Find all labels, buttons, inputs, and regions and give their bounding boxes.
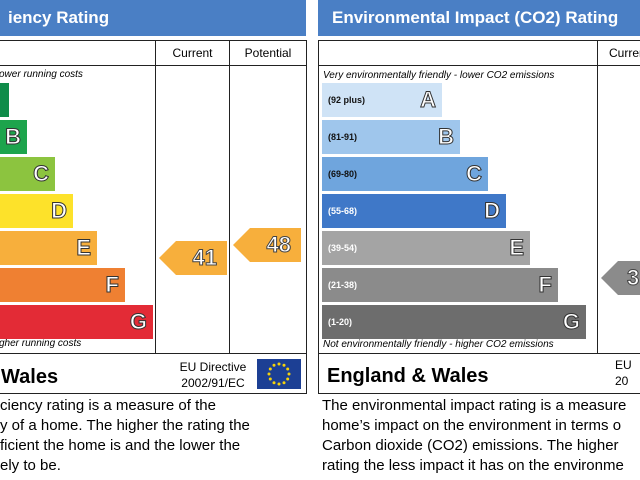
energy-potential-header: Potential xyxy=(244,46,292,60)
environment-current-arrow: 3 xyxy=(601,261,640,295)
environment-bar-a: (92 plus) A xyxy=(322,83,442,117)
energy-bar-b: B xyxy=(0,120,27,154)
environment-bar-b: (81-91) B xyxy=(322,120,460,154)
energy-current-arrow: 41 xyxy=(159,241,227,275)
energy-panel: iency Rating Current Potential ower runn… xyxy=(0,0,310,480)
environment-description: The environmental impact rating is a mea… xyxy=(322,397,627,474)
energy-bar-a xyxy=(0,83,9,117)
environment-bar-c: (69-80) C xyxy=(322,157,488,191)
environment-bottom-note: Not environmentally friendly - higher CO… xyxy=(323,339,554,350)
environment-bar-e: (39-54) E xyxy=(322,231,530,265)
energy-eu-directive: EU Directive 2002/91/EC xyxy=(179,360,247,390)
environment-top-note: Very environmentally friendly - lower CO… xyxy=(323,70,555,81)
environment-bar-g: (1-20) G xyxy=(322,305,586,339)
energy-bar-d: D xyxy=(0,194,73,228)
environment-chart-frame: Current Very environmentally friendly - … xyxy=(318,40,640,394)
energy-current-value: 41 xyxy=(192,245,218,271)
energy-description: ciency rating is a measure of the y of a… xyxy=(0,397,250,474)
energy-bar-e: E xyxy=(0,231,97,265)
energy-bar-c: C xyxy=(0,157,55,191)
energy-bar-g: G xyxy=(0,305,153,339)
environment-footer-region: England & Wales xyxy=(327,365,489,387)
energy-current-header: Current xyxy=(172,46,213,60)
energy-bar-f: F xyxy=(0,268,125,302)
energy-footer-region: Wales xyxy=(1,366,59,388)
energy-bottom-note: gher running costs xyxy=(0,338,82,349)
environment-title: Environmental Impact (CO2) Rating xyxy=(318,0,640,36)
environment-panel: Environmental Impact (CO2) Rating Curren… xyxy=(318,0,640,480)
environment-bar-f: (21-38) F xyxy=(322,268,558,302)
environment-bar-d: (55-68) D xyxy=(322,194,506,228)
eu-flag-icon xyxy=(257,359,301,389)
energy-title: iency Rating xyxy=(0,0,306,36)
environment-eu-directive: EU 20 xyxy=(615,358,632,388)
energy-potential-arrow: 48 xyxy=(233,228,301,262)
energy-chart-frame: Current Potential ower running costs ghe… xyxy=(0,40,307,394)
energy-potential-value: 48 xyxy=(266,232,292,258)
energy-top-note: ower running costs xyxy=(0,69,83,80)
environment-current-value: 3 xyxy=(626,265,640,291)
environment-current-header: Current xyxy=(608,46,640,60)
